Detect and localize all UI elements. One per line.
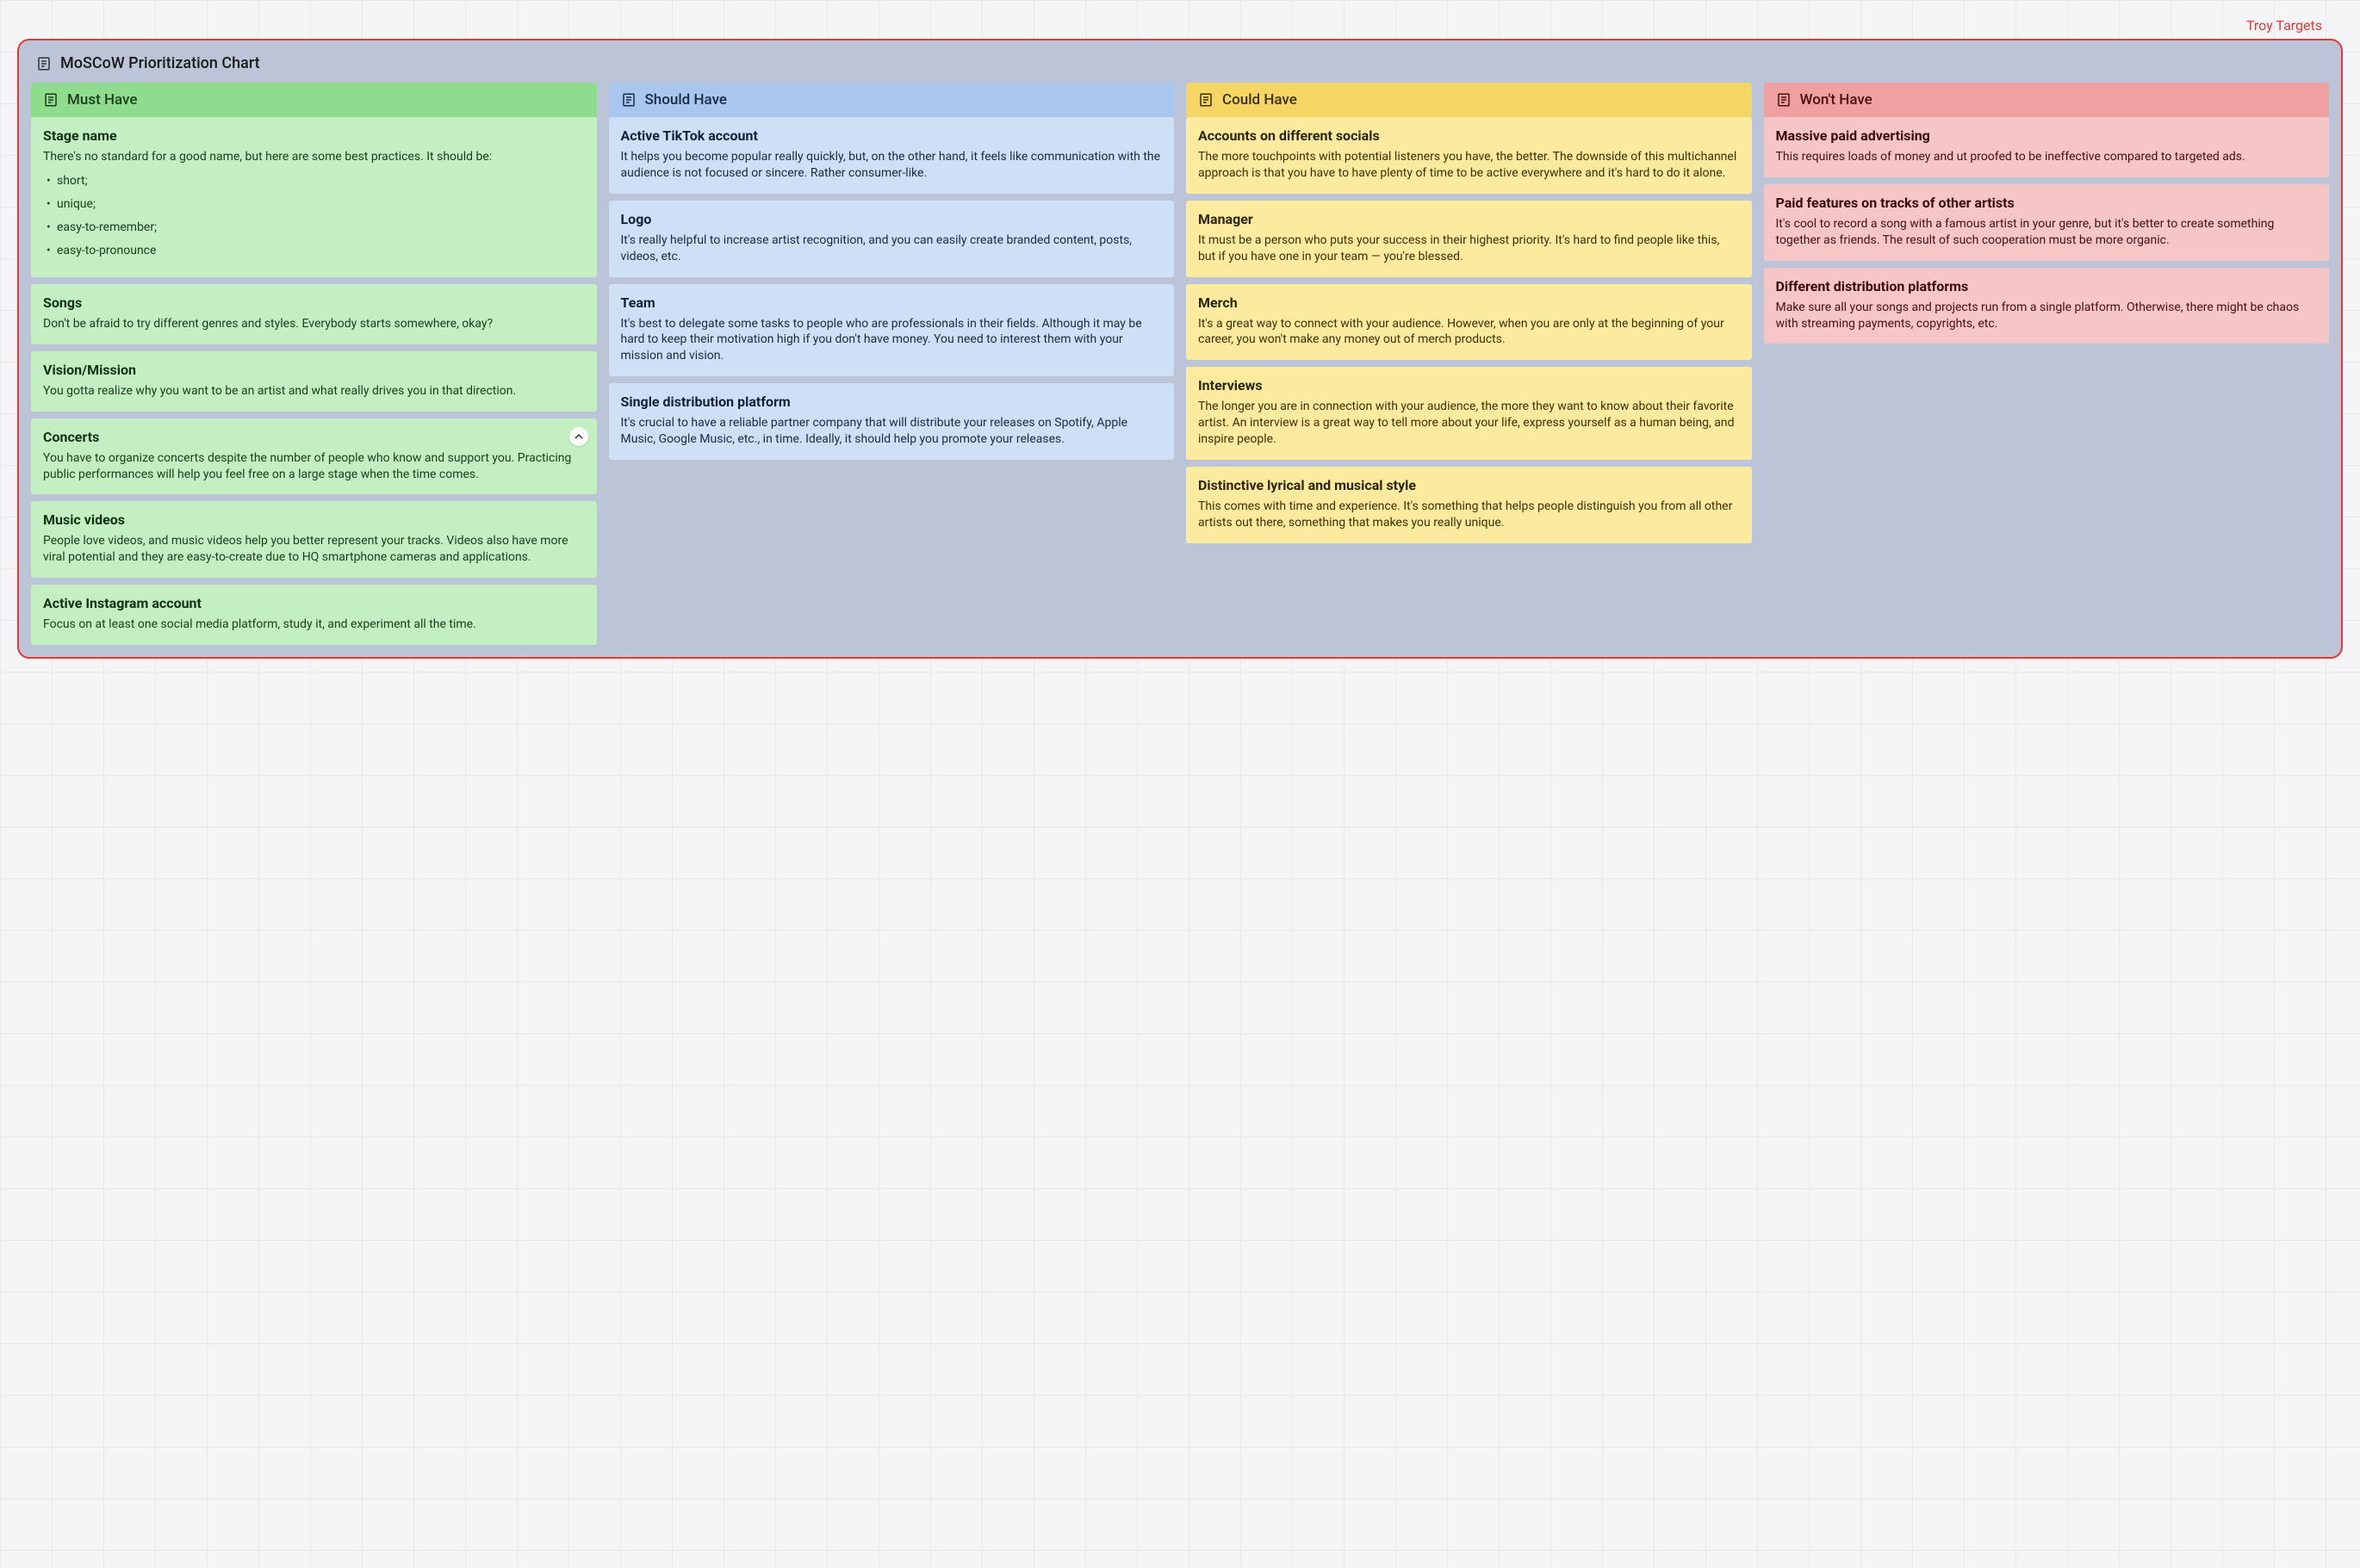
card[interactable]: Paid features on tracks of other artists… <box>1764 184 2330 261</box>
card-description: The more touchpoints with potential list… <box>1198 149 1740 182</box>
column-could-have: Could Have Accounts on different socials T… <box>1186 83 1752 543</box>
card-description: It's really helpful to increase artist r… <box>621 232 1163 265</box>
column-body-should: Active TikTok account It helps you become… <box>609 117 1175 460</box>
column-header-should[interactable]: Should Have <box>609 83 1175 117</box>
document-icon <box>43 92 59 108</box>
card-title: Paid features on tracks of other artists <box>1776 195 2318 211</box>
card[interactable]: Manager It must be a person who puts your… <box>1186 201 1752 277</box>
card-description: You gotta realize why you want to be an … <box>43 383 585 400</box>
frame-label: Troy Targets <box>17 17 2343 34</box>
card-title: Different distribution platforms <box>1776 278 2318 294</box>
card-description: It's best to delegate some tasks to peop… <box>621 316 1163 365</box>
card-description: It helps you become popular really quick… <box>621 149 1163 182</box>
card-description: Don't be afraid to try different genres … <box>43 316 585 332</box>
column-wont-have: Won't Have Massive paid advertising This r… <box>1764 83 2330 344</box>
card[interactable]: Active TikTok account It helps you become… <box>609 117 1175 194</box>
moscow-frame: MoSCoW Prioritization Chart Must Have Sta… <box>17 39 2343 659</box>
column-header-label: Won't Have <box>1800 91 1872 108</box>
card[interactable]: Active Instagram account Focus on at leas… <box>31 585 597 645</box>
document-icon <box>36 56 52 71</box>
card-title: Logo <box>621 211 1163 227</box>
card-list: short; unique; easy-to-remember; easy-to-pr… <box>43 172 585 260</box>
card-description: This requires loads of money and ut proo… <box>1776 149 2318 165</box>
column-header-label: Must Have <box>67 91 138 108</box>
card[interactable]: Team It's best to delegate some tasks to … <box>609 284 1175 377</box>
card-description: It's crucial to have a reliable partner … <box>621 415 1163 448</box>
list-item: short; <box>43 172 585 190</box>
card-description: The longer you are in connection with yo… <box>1198 399 1740 448</box>
column-body-wont: Massive paid advertising This requires lo… <box>1764 117 2330 344</box>
card-description: You have to organize concerts despite th… <box>43 450 585 483</box>
column-header-label: Should Have <box>645 91 728 108</box>
document-icon <box>1776 92 1792 108</box>
card[interactable]: Distinctive lyrical and musical style Thi… <box>1186 467 1752 543</box>
card[interactable]: Music videos People love videos, and musi… <box>31 501 597 578</box>
list-item: easy-to-pronounce <box>43 242 585 260</box>
card-title: Active TikTok account <box>621 127 1163 144</box>
card[interactable]: Vision/Mission You gotta realize why you … <box>31 351 597 412</box>
card-title: Interviews <box>1198 377 1740 394</box>
card[interactable]: Stage name There's no standard for a good… <box>31 117 597 277</box>
card-description: There's no standard for a good name, but… <box>43 149 585 165</box>
card-description: It's a great way to connect with your au… <box>1198 316 1740 349</box>
card-title: Distinctive lyrical and musical style <box>1198 477 1740 493</box>
column-header-could[interactable]: Could Have <box>1186 83 1752 117</box>
chart-title-row: MoSCoW Prioritization Chart <box>31 54 2329 83</box>
card-description: Make sure all your songs and projects ru… <box>1776 300 2318 332</box>
card[interactable]: Massive paid advertising This requires lo… <box>1764 117 2330 177</box>
card-title: Merch <box>1198 294 1740 311</box>
chart-title: MoSCoW Prioritization Chart <box>60 54 260 72</box>
list-item: easy-to-remember; <box>43 219 585 237</box>
card-title: Single distribution platform <box>621 394 1163 410</box>
card-title: Music videos <box>43 511 585 528</box>
card-title: Team <box>621 294 1163 311</box>
card-title: Active Instagram account <box>43 595 585 611</box>
card-title: Stage name <box>43 127 585 144</box>
card-description: This comes with time and experience. It'… <box>1198 499 1740 531</box>
card[interactable]: Concerts You have to organize concerts de… <box>31 418 597 495</box>
card-title: Accounts on different socials <box>1198 127 1740 144</box>
card-description: People love videos, and music videos hel… <box>43 533 585 566</box>
document-icon <box>621 92 637 108</box>
document-icon <box>1198 92 1214 108</box>
card[interactable]: Logo It's really helpful to increase arti… <box>609 201 1175 277</box>
card[interactable]: Accounts on different socials The more to… <box>1186 117 1752 194</box>
column-header-wont[interactable]: Won't Have <box>1764 83 2330 117</box>
collapse-icon[interactable] <box>569 427 588 446</box>
card[interactable]: Single distribution platform It's crucial… <box>609 383 1175 460</box>
card-title: Songs <box>43 294 585 311</box>
column-body-must: Stage name There's no standard for a good… <box>31 117 597 645</box>
card[interactable]: Songs Don't be afraid to try different ge… <box>31 284 597 344</box>
card-title: Manager <box>1198 211 1740 227</box>
card[interactable]: Merch It's a great way to connect with yo… <box>1186 284 1752 361</box>
column-should-have: Should Have Active TikTok account It helps… <box>609 83 1175 460</box>
column-header-label: Could Have <box>1222 91 1297 108</box>
card-title: Concerts <box>43 429 585 445</box>
column-must-have: Must Have Stage name There's no standard f… <box>31 83 597 645</box>
columns-grid: Must Have Stage name There's no standard f… <box>31 83 2329 645</box>
card[interactable]: Interviews The longer you are in connecti… <box>1186 367 1752 460</box>
card-description: It must be a person who puts your succes… <box>1198 232 1740 265</box>
card-title: Massive paid advertising <box>1776 127 2318 144</box>
card-description: It's cool to record a song with a famous… <box>1776 216 2318 249</box>
card-title: Vision/Mission <box>43 362 585 378</box>
column-header-must[interactable]: Must Have <box>31 83 597 117</box>
card[interactable]: Different distribution platforms Make sur… <box>1764 268 2330 344</box>
column-body-could: Accounts on different socials The more to… <box>1186 117 1752 543</box>
card-description: Focus on at least one social media platf… <box>43 617 585 633</box>
list-item: unique; <box>43 195 585 214</box>
